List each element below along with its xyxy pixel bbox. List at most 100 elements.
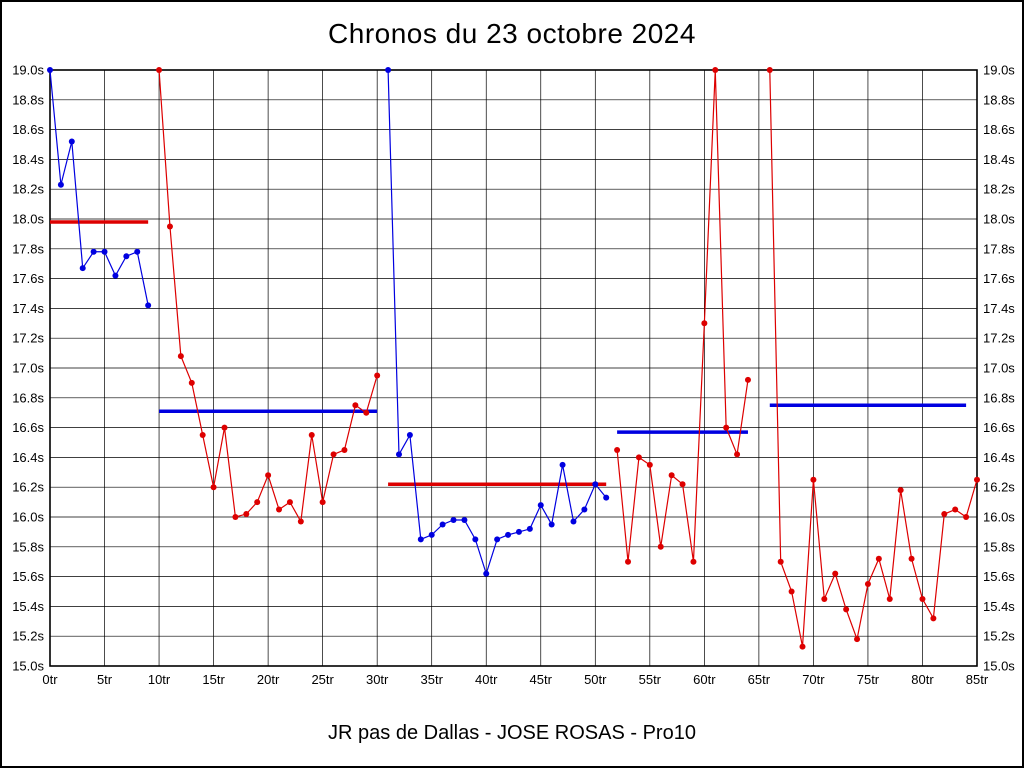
y-tick-label-right: 16.8s <box>983 390 1015 405</box>
series-run-3 <box>385 67 610 577</box>
data-point <box>385 67 392 73</box>
data-point <box>406 432 413 439</box>
y-tick-label-right: 15.8s <box>983 539 1015 554</box>
data-point <box>505 531 512 538</box>
data-point <box>363 409 370 416</box>
x-tick-label: 80tr <box>911 672 934 687</box>
y-tick-label-right: 15.2s <box>983 629 1015 644</box>
data-point <box>941 511 948 518</box>
y-tick-label-left: 17.4s <box>12 301 44 316</box>
x-tick-label: 30tr <box>366 672 389 687</box>
y-tick-label-right: 18.2s <box>983 182 1015 197</box>
y-tick-label-left: 17.0s <box>12 361 44 376</box>
chart-footer: JR pas de Dallas - JOSE ROSAS - Pro10 <box>328 722 696 744</box>
data-point <box>843 606 850 613</box>
x-tick-label: 70tr <box>802 672 825 687</box>
data-point <box>886 595 893 602</box>
data-point <box>537 502 544 509</box>
y-tick-label-right: 18.8s <box>983 92 1015 107</box>
y-tick-label-left: 16.4s <box>12 450 44 465</box>
x-tick-label: 85tr <box>966 672 989 687</box>
x-tick-label: 10tr <box>148 672 171 687</box>
data-point <box>952 506 959 513</box>
series-run-5 <box>766 67 980 650</box>
y-tick-label-right: 16.2s <box>983 480 1015 495</box>
chart-title: Chronos du 23 octobre 2024 <box>328 18 696 49</box>
data-point <box>101 248 108 255</box>
data-point <box>723 424 730 431</box>
data-point <box>439 521 446 528</box>
y-tick-label-right: 17.4s <box>983 301 1015 316</box>
y-tick-label-right: 18.0s <box>983 212 1015 227</box>
y-tick-label-left: 18.4s <box>12 152 44 167</box>
data-point <box>974 476 980 483</box>
series-line-run-1 <box>49 69 149 306</box>
x-tick-label: 65tr <box>748 672 771 687</box>
data-point <box>254 499 261 506</box>
y-tick-label-left: 16.8s <box>12 390 44 405</box>
x-tick-label: 75tr <box>857 672 880 687</box>
data-point <box>232 514 239 520</box>
data-point <box>614 446 621 453</box>
data-point <box>712 67 719 73</box>
y-tick-label-left: 18.6s <box>12 122 44 137</box>
data-point <box>690 558 697 565</box>
y-tick-label-left: 15.6s <box>12 569 44 584</box>
x-tick-label: 15tr <box>202 672 225 687</box>
data-point <box>854 636 861 643</box>
data-point <box>188 379 195 386</box>
y-tick-label-right: 17.0s <box>983 361 1015 376</box>
data-point <box>625 558 632 565</box>
x-tick-label: 40tr <box>475 672 498 687</box>
data-point <box>592 481 599 488</box>
data-point <box>428 531 435 538</box>
x-tick-label: 60tr <box>693 672 716 687</box>
data-point <box>79 265 86 272</box>
data-point <box>570 518 577 525</box>
data-point <box>450 516 457 523</box>
y-tick-label-right: 17.6s <box>983 271 1015 286</box>
data-point <box>352 402 359 409</box>
data-point <box>199 432 206 439</box>
y-tick-label-left: 17.6s <box>12 271 44 286</box>
y-tick-label-right: 17.8s <box>983 241 1015 256</box>
data-point <box>635 454 642 461</box>
data-point <box>374 372 381 379</box>
x-tick-label: 25tr <box>311 672 334 687</box>
data-point <box>297 518 304 525</box>
data-point <box>483 570 490 577</box>
data-point <box>395 451 402 458</box>
y-tick-label-right: 18.6s <box>983 122 1015 137</box>
plot-border <box>49 69 978 667</box>
y-tick-label-left: 16.6s <box>12 420 44 435</box>
data-point <box>472 536 479 543</box>
data-point <box>417 536 424 543</box>
y-tick-label-left: 15.2s <box>12 629 44 644</box>
data-point <box>821 595 828 602</box>
data-point <box>875 555 882 562</box>
y-tick-label-left: 16.2s <box>12 480 44 495</box>
data-point <box>156 67 163 73</box>
data-point <box>701 320 708 327</box>
y-tick-label-right: 19.0s <box>983 63 1015 78</box>
data-point <box>177 353 184 360</box>
data-point <box>919 595 926 602</box>
y-tick-label-left: 15.8s <box>12 539 44 554</box>
data-point <box>330 451 337 458</box>
data-point <box>864 581 871 588</box>
data-point <box>68 138 75 145</box>
data-point <box>581 506 588 513</box>
data-point <box>123 253 130 260</box>
data-point <box>832 570 839 577</box>
x-tick-label: 5tr <box>97 672 113 687</box>
data-point <box>897 487 904 494</box>
series-line-run-5 <box>769 69 978 647</box>
y-tick-label-left: 18.0s <box>12 212 44 227</box>
data-point <box>461 516 468 523</box>
data-point <box>494 536 501 543</box>
y-tick-label-right: 16.6s <box>983 420 1015 435</box>
y-tick-label-right: 18.4s <box>983 152 1015 167</box>
y-tick-label-right: 16.0s <box>983 510 1015 525</box>
y-tick-label-right: 17.2s <box>983 331 1015 346</box>
